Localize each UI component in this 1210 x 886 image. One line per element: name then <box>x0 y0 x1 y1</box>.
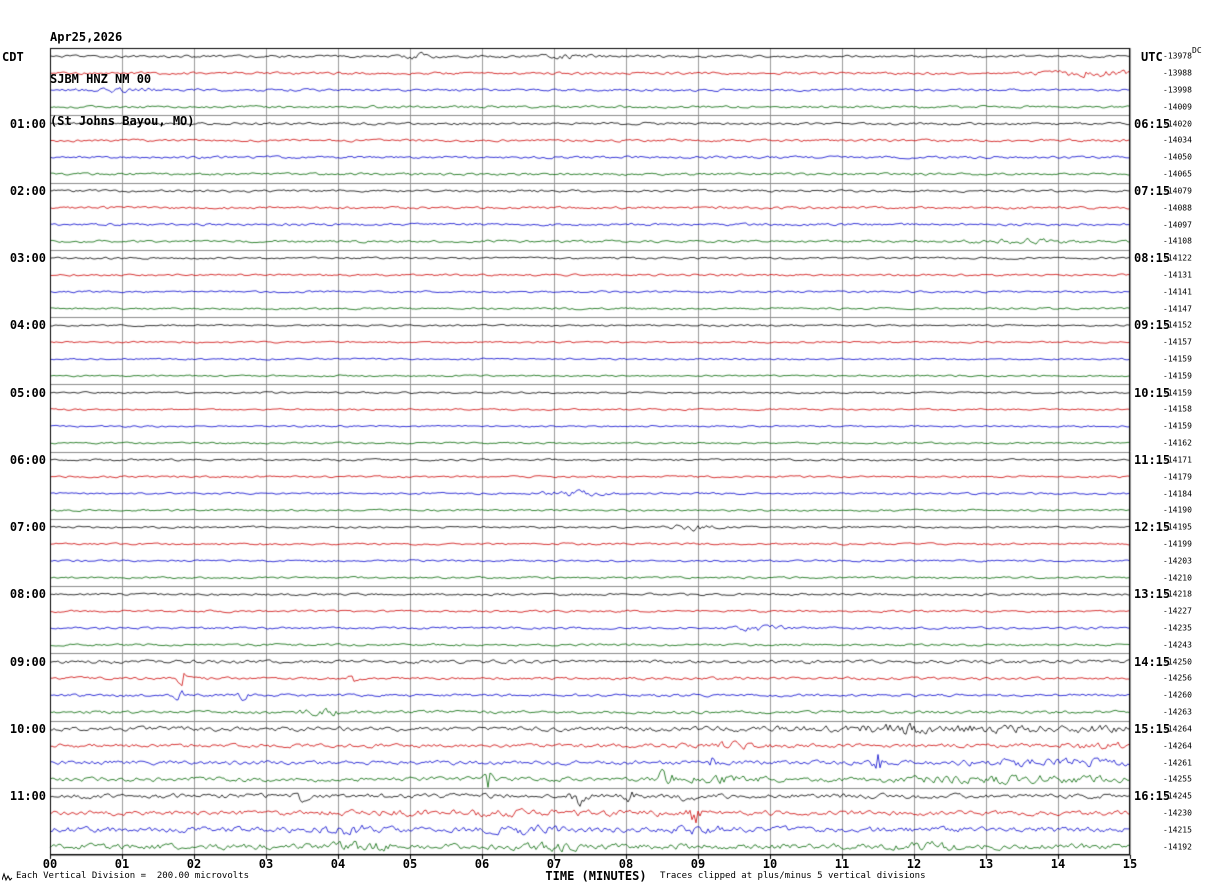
left-time-label: 07:00 <box>9 520 46 535</box>
trace-dc-offset-label: -14122 <box>1163 253 1192 263</box>
trace-dc-offset-label: -14235 <box>1163 623 1192 633</box>
trace-dc-offset-label: -14195 <box>1163 522 1192 532</box>
trace-dc-offset-label: -14184 <box>1163 489 1192 499</box>
trace-dc-offset-label: -14264 <box>1163 741 1192 751</box>
footer-scale-note: Each Vertical Division = 200.00 microvol… <box>16 871 249 881</box>
right-time-label: 08:15 <box>1134 251 1171 266</box>
left-time-label: 06:00 <box>9 452 46 467</box>
trace-dc-offset-label: -14159 <box>1163 421 1192 431</box>
right-time-label: 10:15 <box>1134 385 1171 400</box>
trace-dc-offset-label: -14159 <box>1163 388 1192 398</box>
trace-dc-offset-label: -14108 <box>1163 236 1192 246</box>
trace-dc-offset-label: -14097 <box>1163 220 1192 230</box>
trace-dc-offset-label: -14203 <box>1163 556 1192 566</box>
waveform-glyph-icon <box>2 872 13 882</box>
trace-dc-offset-label: -14215 <box>1163 825 1192 835</box>
x-tick-label: 03 <box>258 857 274 871</box>
plot-header: Apr25,2026 SJBM HNZ NM 00 (St Johns Bayo… <box>50 2 195 156</box>
x-tick-label: 01 <box>114 857 130 871</box>
left-time-label: 02:00 <box>9 183 46 198</box>
x-tick-label: 12 <box>906 857 922 871</box>
left-time-label: 10:00 <box>9 721 46 736</box>
right-time-label: 06:15 <box>1134 116 1171 131</box>
left-time-label: 11:00 <box>9 789 46 804</box>
trace-dc-offset-label: -14218 <box>1163 589 1192 599</box>
left-time-label: 03:00 <box>9 251 46 266</box>
x-tick-label: 08 <box>618 857 634 871</box>
header-date: Apr25,2026 <box>50 30 123 44</box>
x-tick-label: 06 <box>474 857 490 871</box>
dc-offset-column-label: DC <box>1192 46 1202 55</box>
x-tick-label: 14 <box>1050 857 1066 871</box>
right-axis-label: UTC <box>1141 50 1163 64</box>
header-station: SJBM HNZ NM 00 <box>50 72 152 86</box>
trace-dc-offset-label: -14255 <box>1163 774 1192 784</box>
trace-dc-offset-label: -14079 <box>1163 186 1192 196</box>
trace-dc-offset-label: -13998 <box>1163 85 1192 95</box>
trace-dc-offset-label: -14065 <box>1163 169 1192 179</box>
right-time-label: 09:15 <box>1134 318 1171 333</box>
x-tick-label: 07 <box>546 857 562 871</box>
trace-dc-offset-label: -14152 <box>1163 320 1192 330</box>
x-tick-label: 15 <box>1122 857 1138 871</box>
trace-dc-offset-label: -14230 <box>1163 808 1192 818</box>
right-time-label: 14:15 <box>1134 654 1171 669</box>
trace-dc-offset-label: -14250 <box>1163 657 1192 667</box>
trace-dc-offset-label: -14256 <box>1163 673 1192 683</box>
trace-dc-offset-label: -14227 <box>1163 606 1192 616</box>
trace-dc-offset-label: -14131 <box>1163 270 1192 280</box>
trace-dc-offset-label: -14159 <box>1163 354 1192 364</box>
trace-dc-offset-label: -13978 <box>1163 51 1192 61</box>
trace-dc-offset-label: -14264 <box>1163 724 1192 734</box>
left-axis-label: CDT <box>2 50 24 64</box>
trace-dc-offset-label: -14190 <box>1163 505 1192 515</box>
trace-dc-offset-label: -14034 <box>1163 135 1192 145</box>
trace-dc-offset-label: -14141 <box>1163 287 1192 297</box>
trace-dc-offset-label: -14199 <box>1163 539 1192 549</box>
left-time-label: 04:00 <box>9 318 46 333</box>
left-time-label: 08:00 <box>9 587 46 602</box>
trace-dc-offset-label: -14243 <box>1163 640 1192 650</box>
right-time-label: 07:15 <box>1134 183 1171 198</box>
right-time-label: 12:15 <box>1134 520 1171 535</box>
trace-dc-offset-label: -14261 <box>1163 758 1192 768</box>
x-tick-label: 11 <box>834 857 850 871</box>
right-time-label: 15:15 <box>1134 721 1171 736</box>
header-location: (St Johns Bayou, MO) <box>50 114 195 128</box>
x-tick-label: 04 <box>330 857 346 871</box>
x-tick-label: 00 <box>42 857 58 871</box>
trace-dc-offset-label: -14263 <box>1163 707 1192 717</box>
x-tick-label: 02 <box>186 857 202 871</box>
trace-dc-offset-label: -14050 <box>1163 152 1192 162</box>
trace-dc-offset-label: -14088 <box>1163 203 1192 213</box>
right-time-label: 16:15 <box>1134 789 1171 804</box>
trace-dc-offset-label: -14162 <box>1163 438 1192 448</box>
trace-dc-offset-label: -14009 <box>1163 102 1192 112</box>
left-time-label: 09:00 <box>9 654 46 669</box>
trace-dc-offset-label: -14171 <box>1163 455 1192 465</box>
x-tick-label: 13 <box>978 857 994 871</box>
trace-dc-offset-label: -14158 <box>1163 404 1192 414</box>
right-time-label: 13:15 <box>1134 587 1171 602</box>
x-tick-label: 05 <box>402 857 418 871</box>
left-time-label: 05:00 <box>9 385 46 400</box>
trace-dc-offset-label: -14260 <box>1163 690 1192 700</box>
left-time-label: 01:00 <box>9 116 46 131</box>
x-tick-label: 09 <box>690 857 706 871</box>
trace-dc-offset-label: -14020 <box>1163 119 1192 129</box>
trace-dc-offset-label: -14210 <box>1163 573 1192 583</box>
trace-dc-offset-label: -14159 <box>1163 371 1192 381</box>
trace-dc-offset-label: -13988 <box>1163 68 1192 78</box>
trace-dc-offset-label: -14179 <box>1163 472 1192 482</box>
x-axis-title: TIME (MINUTES) <box>545 869 647 883</box>
right-time-label: 11:15 <box>1134 452 1171 467</box>
trace-dc-offset-label: -14147 <box>1163 304 1192 314</box>
footer-clip-note: Traces clipped at plus/minus 5 vertical … <box>660 871 926 881</box>
trace-dc-offset-label: -14192 <box>1163 842 1192 852</box>
trace-dc-offset-label: -14157 <box>1163 337 1192 347</box>
trace-dc-offset-label: -14245 <box>1163 791 1192 801</box>
x-tick-label: 10 <box>762 857 778 871</box>
